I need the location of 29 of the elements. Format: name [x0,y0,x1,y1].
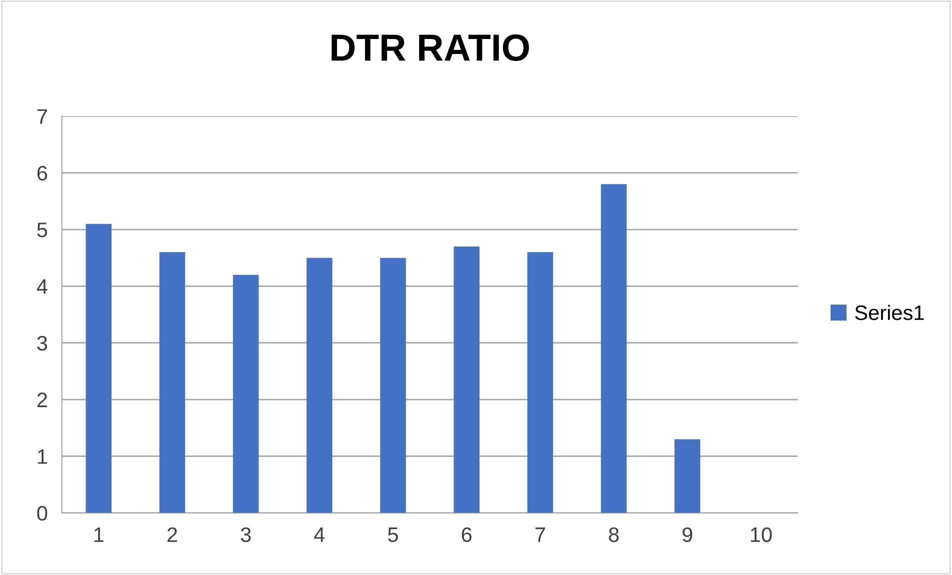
x-tick-label: 10 [750,527,772,542]
x-tick-label: 2 [168,527,178,542]
chart-title: DTR RATIO [332,34,529,61]
x-tick-label: 3 [240,527,251,542]
x-tick-label: 1 [94,528,104,542]
x-tick-label: 7 [535,528,545,542]
x-tick-label: 4 [314,528,325,542]
bar [674,439,700,513]
y-tick-label: 4 [36,279,48,294]
bar [380,258,406,513]
y-tick-label: 1 [38,449,47,464]
bar [527,252,554,513]
x-tick-label: 5 [388,528,398,542]
bar [454,246,480,513]
bar [232,274,259,513]
x-tick-label: 9 [682,527,692,542]
y-tick-label: 3 [37,336,48,351]
y-tick-label: 0 [37,506,48,521]
y-tick-label: 7 [37,109,47,124]
x-tick-label: 6 [462,527,472,542]
bar [306,258,332,513]
bar [159,252,186,513]
legend-label: Series1 [855,304,924,320]
bar [86,224,112,513]
y-tick-label: 6 [37,166,48,181]
y-tick-label: 5 [37,222,48,238]
bar [600,184,627,513]
y-tick-label: 2 [37,392,47,408]
x-tick-label: 8 [608,527,619,542]
